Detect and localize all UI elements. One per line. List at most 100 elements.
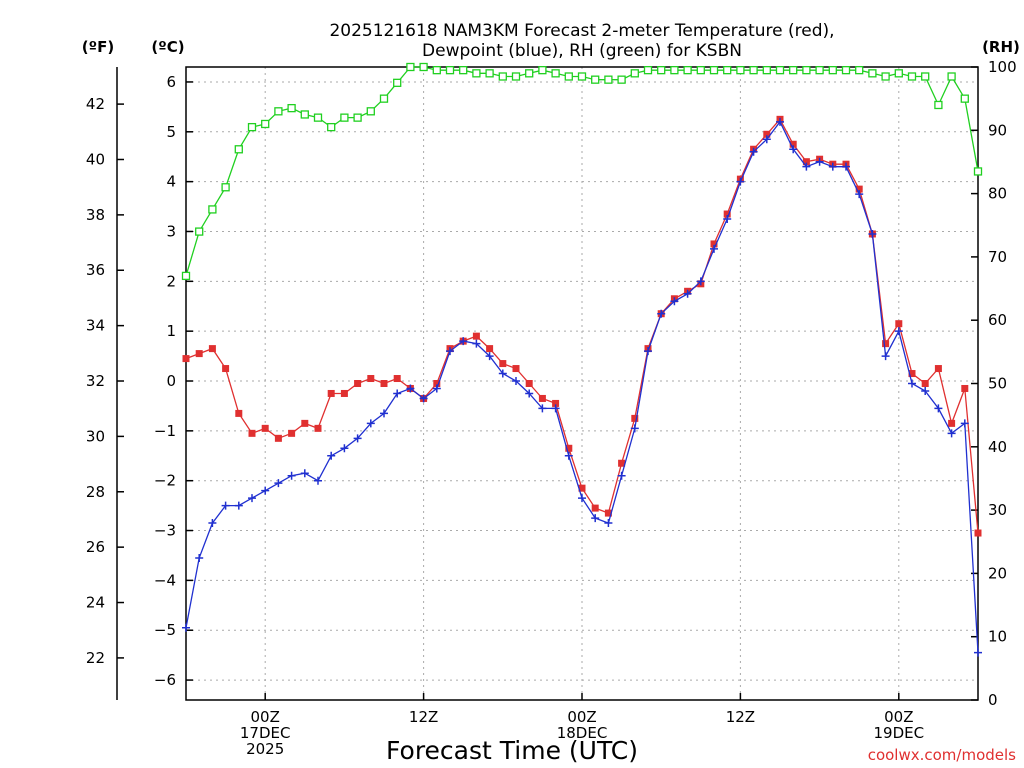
temperature-point — [802, 158, 810, 166]
rh-point — [736, 66, 745, 75]
fahrenheit-axis-unit: (ºF) — [82, 38, 114, 56]
dewpoint-point — [419, 394, 428, 403]
dewpoint-point — [657, 309, 666, 318]
temperature-point — [393, 375, 401, 383]
dewpoint-point — [393, 389, 402, 398]
dewpoint-point — [828, 162, 837, 171]
temperature-point — [618, 459, 626, 467]
dewpoint-point — [340, 444, 349, 453]
dewpoint-point — [327, 451, 336, 460]
temperature-point — [604, 509, 612, 517]
temperature-point — [261, 424, 269, 432]
grid — [186, 67, 978, 700]
x-tick-label: 12Z — [409, 708, 438, 726]
temperature-point — [934, 365, 942, 373]
fahrenheit-tick-label: 42 — [86, 95, 105, 113]
rh-point — [947, 72, 956, 81]
rh-point — [551, 69, 560, 78]
chart-title-line-1: 2025121618 NAM3KM Forecast 2-meter Tempe… — [329, 21, 834, 41]
rh-point — [894, 69, 903, 78]
rh-point — [287, 103, 296, 113]
dewpoint-point — [736, 177, 745, 186]
rh-tick-label: 0 — [988, 691, 998, 709]
celsius-tick-label: 3 — [166, 222, 176, 240]
dewpoint-point — [960, 419, 969, 428]
temperature-point — [948, 419, 956, 427]
rh-series — [181, 62, 983, 281]
rh-point — [591, 75, 600, 84]
rh-point — [643, 66, 653, 75]
dewpoint-point — [670, 297, 679, 306]
celsius-tick-label: −1 — [154, 422, 176, 440]
fahrenheit-tick-label: 34 — [86, 317, 105, 335]
celsius-tick-label: 2 — [166, 272, 176, 290]
dewpoint-point — [195, 553, 204, 562]
rh-point — [419, 62, 428, 72]
dewpoint-point — [710, 244, 718, 253]
rh-point — [511, 72, 521, 81]
temperature-point — [195, 350, 203, 358]
temperature-point — [327, 389, 335, 397]
temperature-point — [433, 380, 441, 387]
rh-point — [815, 66, 824, 75]
temperature-point — [908, 370, 916, 378]
temperature-point — [921, 380, 929, 387]
x-tick-label: 00Z — [567, 708, 596, 726]
rh-point — [247, 122, 257, 132]
celsius-tick-label: −3 — [154, 522, 176, 540]
temperature-point — [499, 360, 507, 368]
dewpoint-point — [551, 404, 560, 413]
temperature-point — [301, 419, 309, 427]
temperature-point — [578, 484, 586, 492]
dewpoint-point — [815, 157, 824, 166]
dewpoint-point — [617, 471, 626, 480]
rh-tick-label: 100 — [988, 58, 1017, 76]
celsius-tick-label: −6 — [154, 671, 176, 689]
x-tick-label: 18DEC — [557, 724, 608, 742]
fahrenheit-tick-label: 28 — [86, 483, 105, 501]
temperature-point — [248, 429, 256, 437]
temperature-point — [631, 414, 639, 422]
rh-point — [472, 69, 481, 78]
rh-point — [762, 66, 771, 75]
dewpoint-point — [353, 434, 362, 443]
dewpoint-point — [578, 494, 586, 503]
chart-title: 2025121618 NAM3KM Forecast 2-meter Tempe… — [329, 21, 834, 61]
temperature-point — [222, 365, 230, 373]
rh-point — [459, 66, 468, 75]
dewpoint-point — [485, 352, 494, 361]
x-tick-label: 2025 — [246, 740, 284, 758]
rh-point — [709, 66, 719, 75]
dewpoint-point — [498, 369, 507, 378]
dewpoint-point — [538, 404, 547, 413]
celsius-tick-label: −4 — [154, 571, 176, 589]
fahrenheit-tick-label: 36 — [86, 261, 105, 279]
temperature-point — [525, 380, 533, 387]
dewpoint-point — [947, 429, 956, 438]
dewpoint-point — [604, 519, 613, 528]
rh-point — [313, 113, 323, 122]
rh-point — [379, 94, 389, 103]
dewpoint-point — [591, 514, 600, 523]
fahrenheit-tick-label: 30 — [86, 427, 105, 445]
temperature-point — [882, 340, 890, 348]
temperature-point — [512, 365, 520, 373]
dewpoint-point — [472, 339, 481, 348]
x-tick-label: 17DEC — [240, 724, 291, 742]
temperature-point — [274, 434, 282, 442]
rh-tick-label: 30 — [988, 501, 1007, 519]
rh-point — [696, 66, 705, 75]
rh-point — [274, 107, 283, 116]
dewpoint-point — [644, 347, 652, 356]
x-tick-label: 00Z — [884, 708, 913, 726]
temperature-point — [591, 504, 599, 512]
axes: −6−5−4−3−2−10123456222426283032343638404… — [86, 58, 1017, 758]
rh-tick-label: 90 — [988, 121, 1007, 139]
celsius-tick-label: 1 — [166, 322, 176, 340]
dewpoint-point — [723, 215, 732, 224]
rh-point — [208, 205, 217, 214]
fahrenheit-tick-label: 26 — [86, 538, 105, 556]
rh-point — [366, 107, 375, 116]
rh-point — [934, 100, 943, 110]
